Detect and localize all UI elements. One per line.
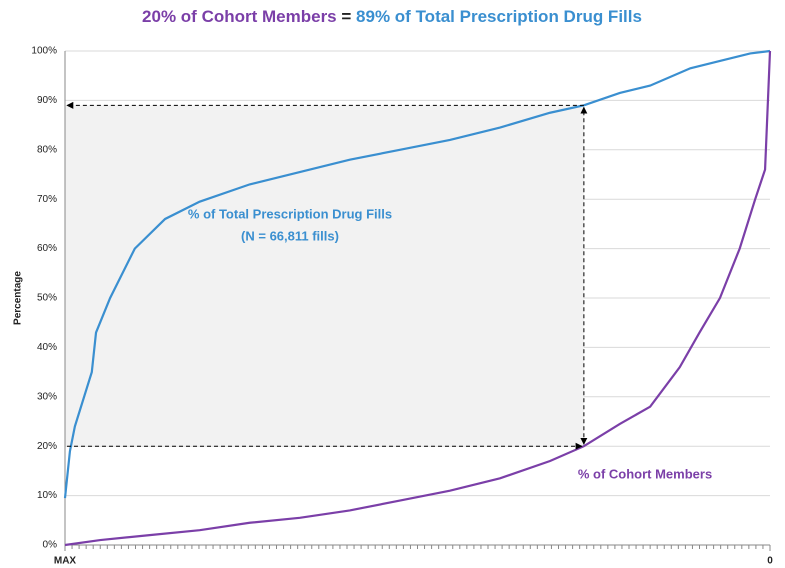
y-tick-label: 50% bbox=[37, 293, 57, 304]
title-part: 89% of Total Prescription Drug Fills bbox=[356, 7, 642, 26]
x-tick-label: 0 bbox=[767, 556, 773, 567]
y-tick-label: 40% bbox=[37, 342, 57, 353]
y-tick-label: 0% bbox=[43, 540, 58, 551]
annotation: % of Total Prescription Drug Fills bbox=[188, 206, 392, 221]
chart-title: 20% of Cohort Members = 89% of Total Pre… bbox=[142, 7, 642, 26]
y-axis-label: Percentage bbox=[13, 271, 24, 325]
y-tick-label: 10% bbox=[37, 490, 57, 501]
series-line bbox=[64, 50, 772, 547]
annotation: (N = 66,811 fills) bbox=[241, 228, 339, 243]
highlight-region bbox=[65, 105, 584, 447]
y-tick-label: 20% bbox=[37, 441, 57, 452]
x-tick-label: MAX bbox=[54, 556, 77, 567]
series-line bbox=[63, 49, 771, 499]
y-tick-label: 80% bbox=[37, 144, 57, 155]
y-tick-label: 60% bbox=[37, 243, 57, 254]
y-tick-label: 100% bbox=[31, 46, 57, 57]
y-tick-label: 30% bbox=[37, 391, 57, 402]
y-tick-label: 70% bbox=[37, 194, 57, 205]
y-tick-label: 90% bbox=[37, 95, 57, 106]
annotation: % of Cohort Members bbox=[578, 466, 712, 481]
title-part: = bbox=[341, 7, 351, 26]
title-part: 20% of Cohort Members bbox=[142, 7, 337, 26]
